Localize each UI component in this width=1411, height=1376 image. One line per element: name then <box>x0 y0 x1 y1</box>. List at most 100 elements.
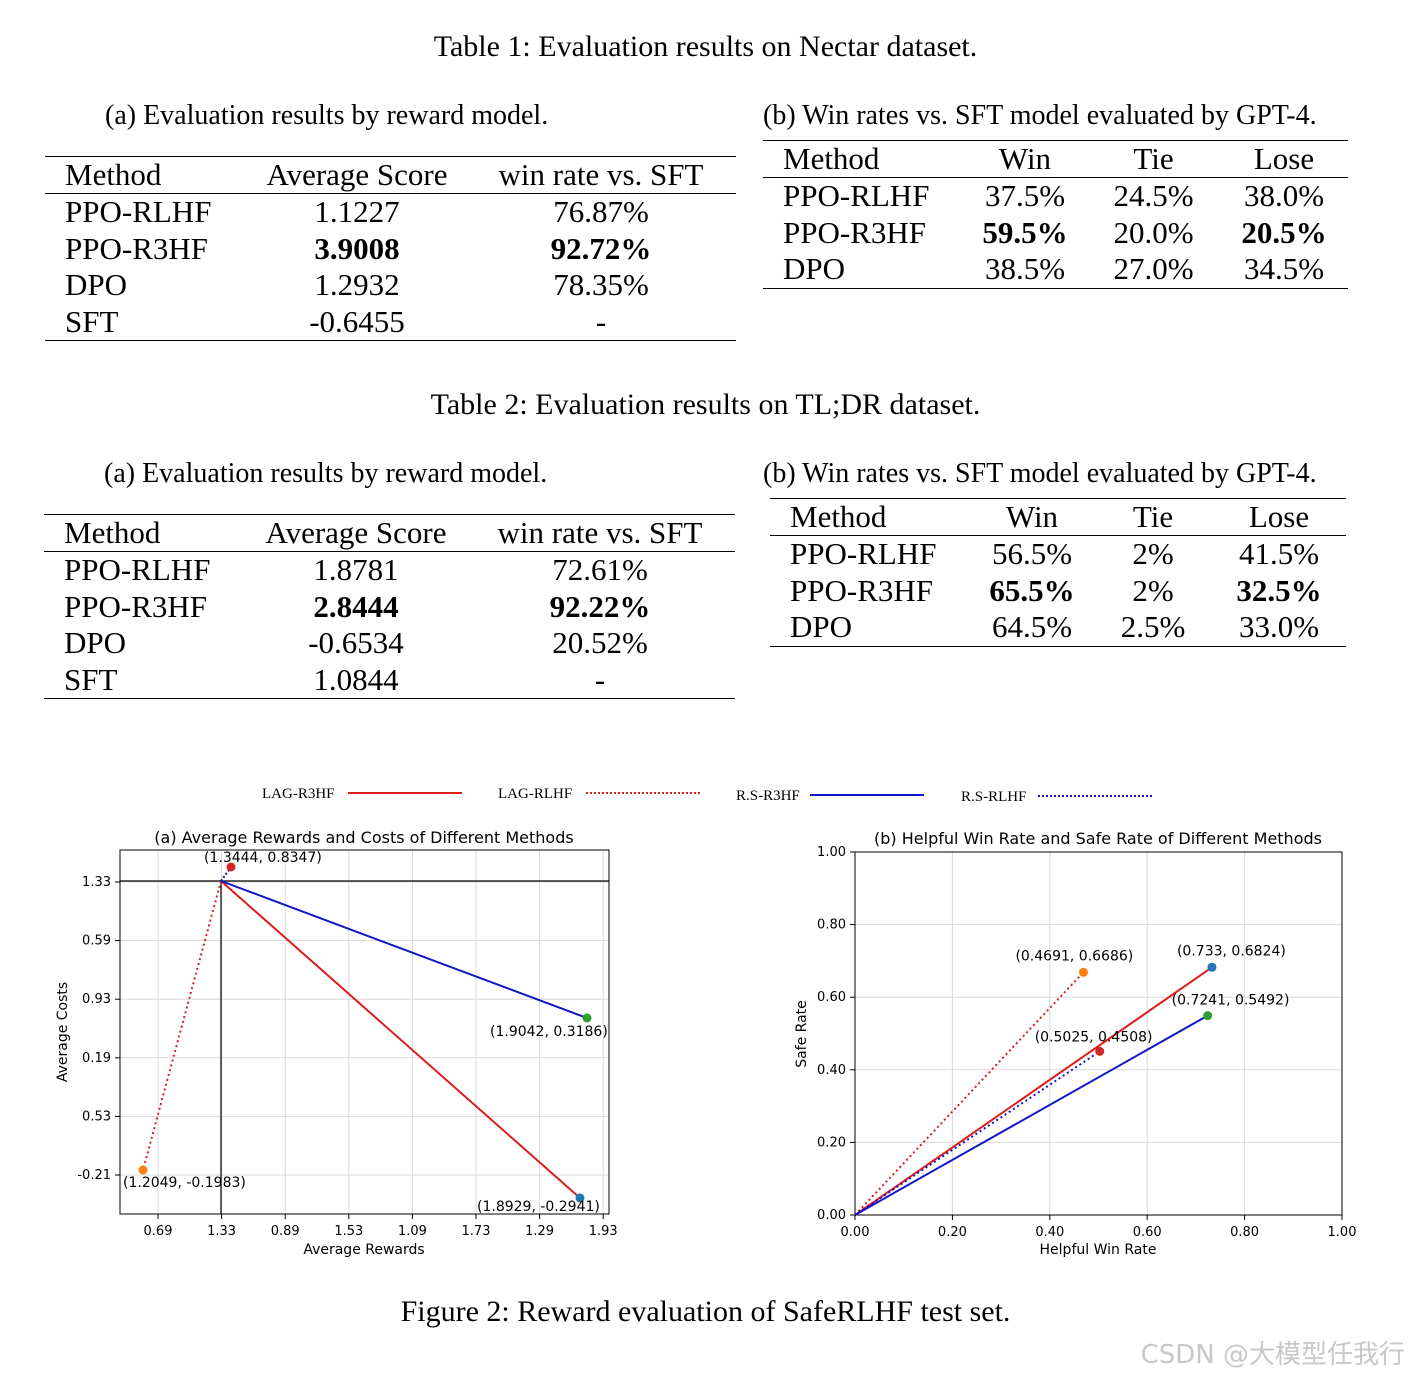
score-cell: 1.0844 <box>313 661 399 697</box>
chart-a-point-lag-r3hf <box>575 1193 585 1203</box>
chart-a-series-lag-r3hf <box>220 880 581 1199</box>
table1-caption: Table 1: Evaluation results on Nectar da… <box>433 30 978 63</box>
winrate-cell: 72.61% <box>552 552 648 587</box>
header-lose: Lose <box>1248 499 1310 534</box>
chart-a-xlabel: Average Rewards <box>303 1242 424 1258</box>
winrate-cell: 20.52% <box>552 625 648 660</box>
score-cell: -0.6455 <box>309 303 405 339</box>
lose-cell: 34.5% <box>1243 251 1325 286</box>
score-cell: 2.8444 <box>313 588 399 624</box>
chart-a-ytick-label: 0.19 <box>82 1051 111 1066</box>
chart-a-ytick-label: 0.59 <box>82 934 111 949</box>
chart-a-xtick-label: 0.89 <box>271 1224 300 1239</box>
method-cell: SFT <box>65 303 119 339</box>
table-row: SFT -0.6455 - <box>45 304 736 341</box>
method-cell: PPO-R3HF <box>783 214 926 250</box>
header-win: Win <box>1005 499 1059 534</box>
winrate-cell: 92.72% <box>550 230 652 266</box>
chart-a-series-rs-r3hf <box>220 880 588 1019</box>
table-row: PPO-RLHF 1.1227 76.87% <box>45 194 736 231</box>
table-header-row: Method Average Score win rate vs. SFT <box>44 515 735 552</box>
win-cell: 65.5% <box>989 572 1075 608</box>
watermark: CSDN @大模型任我行 <box>1140 1340 1405 1370</box>
tie-cell: 2.5% <box>1120 609 1186 644</box>
method-cell: PPO-RLHF <box>64 552 211 587</box>
chart-a-label-2: (1.2049, -0.1983) <box>123 1175 246 1191</box>
chart-a-ytick-label: 0.93 <box>82 992 111 1007</box>
chart-b-xtick-label: 0.40 <box>1035 1225 1064 1240</box>
table-row: DPO -0.6534 20.52% <box>44 625 735 662</box>
chart-a-title: (a) Average Rewards and Costs of Differe… <box>154 828 573 847</box>
win-cell: 37.5% <box>984 178 1066 213</box>
table1a: Method Average Score win rate vs. SFT PP… <box>45 156 736 341</box>
legend-rs-rlhf-label: R.S-RLHF <box>961 789 1026 805</box>
chart-b-label-lag-r3hf: (0.733, 0.6824) <box>1177 943 1286 959</box>
header-method: Method <box>783 141 880 176</box>
chart-b-xtick-label: 0.60 <box>1133 1225 1162 1240</box>
header-win: Win <box>998 141 1052 176</box>
chart-b-point-lag-r3hf <box>1207 962 1217 972</box>
winrate-cell: - <box>595 303 607 339</box>
method-cell: DPO <box>64 625 127 660</box>
chart-b-ytick-label: 0.40 <box>817 1063 846 1078</box>
chart-a-label-1: (1.3444, 0.8347) <box>204 850 322 866</box>
tie-cell: 24.5% <box>1113 178 1194 213</box>
header-average-score: Average Score <box>266 157 448 192</box>
score-cell: 1.2932 <box>314 267 400 302</box>
chart-b-xtick-label: 0.80 <box>1230 1225 1259 1240</box>
chart-b-label-r-s-r3hf: (0.7241, 0.5492) <box>1172 993 1290 1009</box>
table-row: PPO-RLHF 1.8781 72.61% <box>44 552 735 589</box>
table-row: PPO-R3HF 65.5% 2% 32.5% <box>770 573 1346 610</box>
header-average-score: Average Score <box>265 515 447 550</box>
chart-b-y-ticks: 0.00 0.20 0.40 0.60 0.80 1.00 <box>817 845 855 1223</box>
table2b: Method Win Tie Lose PPO-RLHF 56.5% 2% 41… <box>770 498 1346 647</box>
table-row: PPO-R3HF 2.8444 92.22% <box>44 589 735 626</box>
method-cell: PPO-RLHF <box>783 178 930 213</box>
figure2-caption: Figure 2: Reward evaluation of SafeRLHF … <box>400 1295 1011 1328</box>
chart-a-ytick-label: 0.53 <box>82 1109 111 1124</box>
score-cell: 3.9008 <box>314 230 400 266</box>
chart-b-series: (0.733, 0.6824) (0.4691, 0.6686) (0.7241, … <box>854 943 1290 1216</box>
method-cell: DPO <box>65 267 128 302</box>
chart-b-label-lag-rlhf: (0.4691, 0.6686) <box>1015 948 1133 964</box>
legend-lag-r3hf-label: LAG-R3HF <box>262 786 335 802</box>
method-cell: DPO <box>790 609 853 644</box>
chart-b-series-lag-rlhf <box>854 971 1085 1216</box>
method-cell: PPO-R3HF <box>65 230 208 266</box>
chart-b-ytick-label: 0.60 <box>817 990 846 1005</box>
method-cell: DPO <box>783 251 846 286</box>
chart-a-xtick-label: 1.73 <box>462 1224 491 1239</box>
chart-b-point-r-s-r3hf <box>1203 1011 1213 1021</box>
table-header-row: Method Win Tie Lose <box>770 499 1346 536</box>
chart-a-point-rs-rlhf <box>226 862 236 872</box>
chart-b-point-r-s-rlhf <box>1095 1046 1105 1056</box>
table-row: DPO 38.5% 27.0% 34.5% <box>763 251 1348 288</box>
header-tie: Tie <box>1132 499 1174 534</box>
chart-a-y-ticks: -0.21 0.53 0.19 0.93 0.59 1.33 <box>77 875 120 1183</box>
chart-b-ytick-label: 0.80 <box>817 918 846 933</box>
header-method: Method <box>790 499 887 534</box>
win-cell: 56.5% <box>991 536 1073 571</box>
chart-a: (a) Average Rewards and Costs of Differe… <box>55 828 618 1258</box>
table1b-caption: (b) Win rates vs. SFT model evaluated by… <box>763 100 1317 131</box>
legend-rs-r3hf-label: R.S-R3HF <box>736 788 800 804</box>
chart-a-xtick-label: 1.53 <box>334 1224 363 1239</box>
chart-b-ytick-label: 1.00 <box>817 845 846 860</box>
header-win-rate: win rate vs. SFT <box>497 515 703 550</box>
chart-a-point-lag-rlhf <box>138 1165 148 1175</box>
chart-b-xtick-label: 0.00 <box>841 1225 870 1240</box>
lose-cell: 32.5% <box>1236 572 1322 608</box>
chart-b-ytick-label: 0.20 <box>817 1135 846 1150</box>
tie-cell: 2% <box>1132 572 1174 608</box>
chart-a-ytick-label: -0.21 <box>77 1168 111 1183</box>
table-row: DPO 64.5% 2.5% 33.0% <box>770 609 1346 646</box>
chart-a-label-3: (1.9042, 0.3186) <box>490 1024 608 1040</box>
table-header-row: Method Average Score win rate vs. SFT <box>45 157 736 194</box>
table-row: SFT 1.0844 - <box>44 662 735 699</box>
chart-a-xtick-label: 1.93 <box>589 1224 618 1239</box>
chart-b: (b) Helpful Win Rate and Safe Rate of Di… <box>794 829 1356 1258</box>
header-method: Method <box>64 515 161 550</box>
lose-cell: 20.5% <box>1241 214 1327 250</box>
chart-b-title: (b) Helpful Win Rate and Safe Rate of Di… <box>874 829 1322 848</box>
chart-b-point-lag-rlhf <box>1078 967 1088 977</box>
